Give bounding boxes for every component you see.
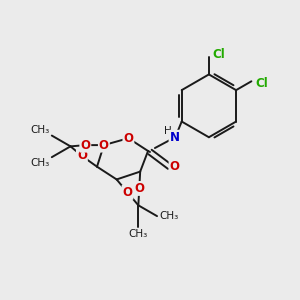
Text: H: H: [164, 126, 172, 136]
Text: O: O: [99, 139, 109, 152]
Text: O: O: [134, 182, 144, 195]
Text: CH₃: CH₃: [31, 124, 50, 135]
Text: O: O: [169, 160, 179, 173]
Text: O: O: [123, 132, 134, 145]
Text: O: O: [80, 139, 90, 152]
Text: CH₃: CH₃: [129, 229, 148, 239]
Text: CH₃: CH₃: [31, 158, 50, 168]
Text: N: N: [169, 131, 179, 144]
Text: Cl: Cl: [255, 77, 268, 90]
Text: Cl: Cl: [213, 48, 226, 61]
Text: O: O: [77, 149, 87, 162]
Text: O: O: [122, 186, 133, 199]
Text: CH₃: CH₃: [159, 211, 178, 221]
